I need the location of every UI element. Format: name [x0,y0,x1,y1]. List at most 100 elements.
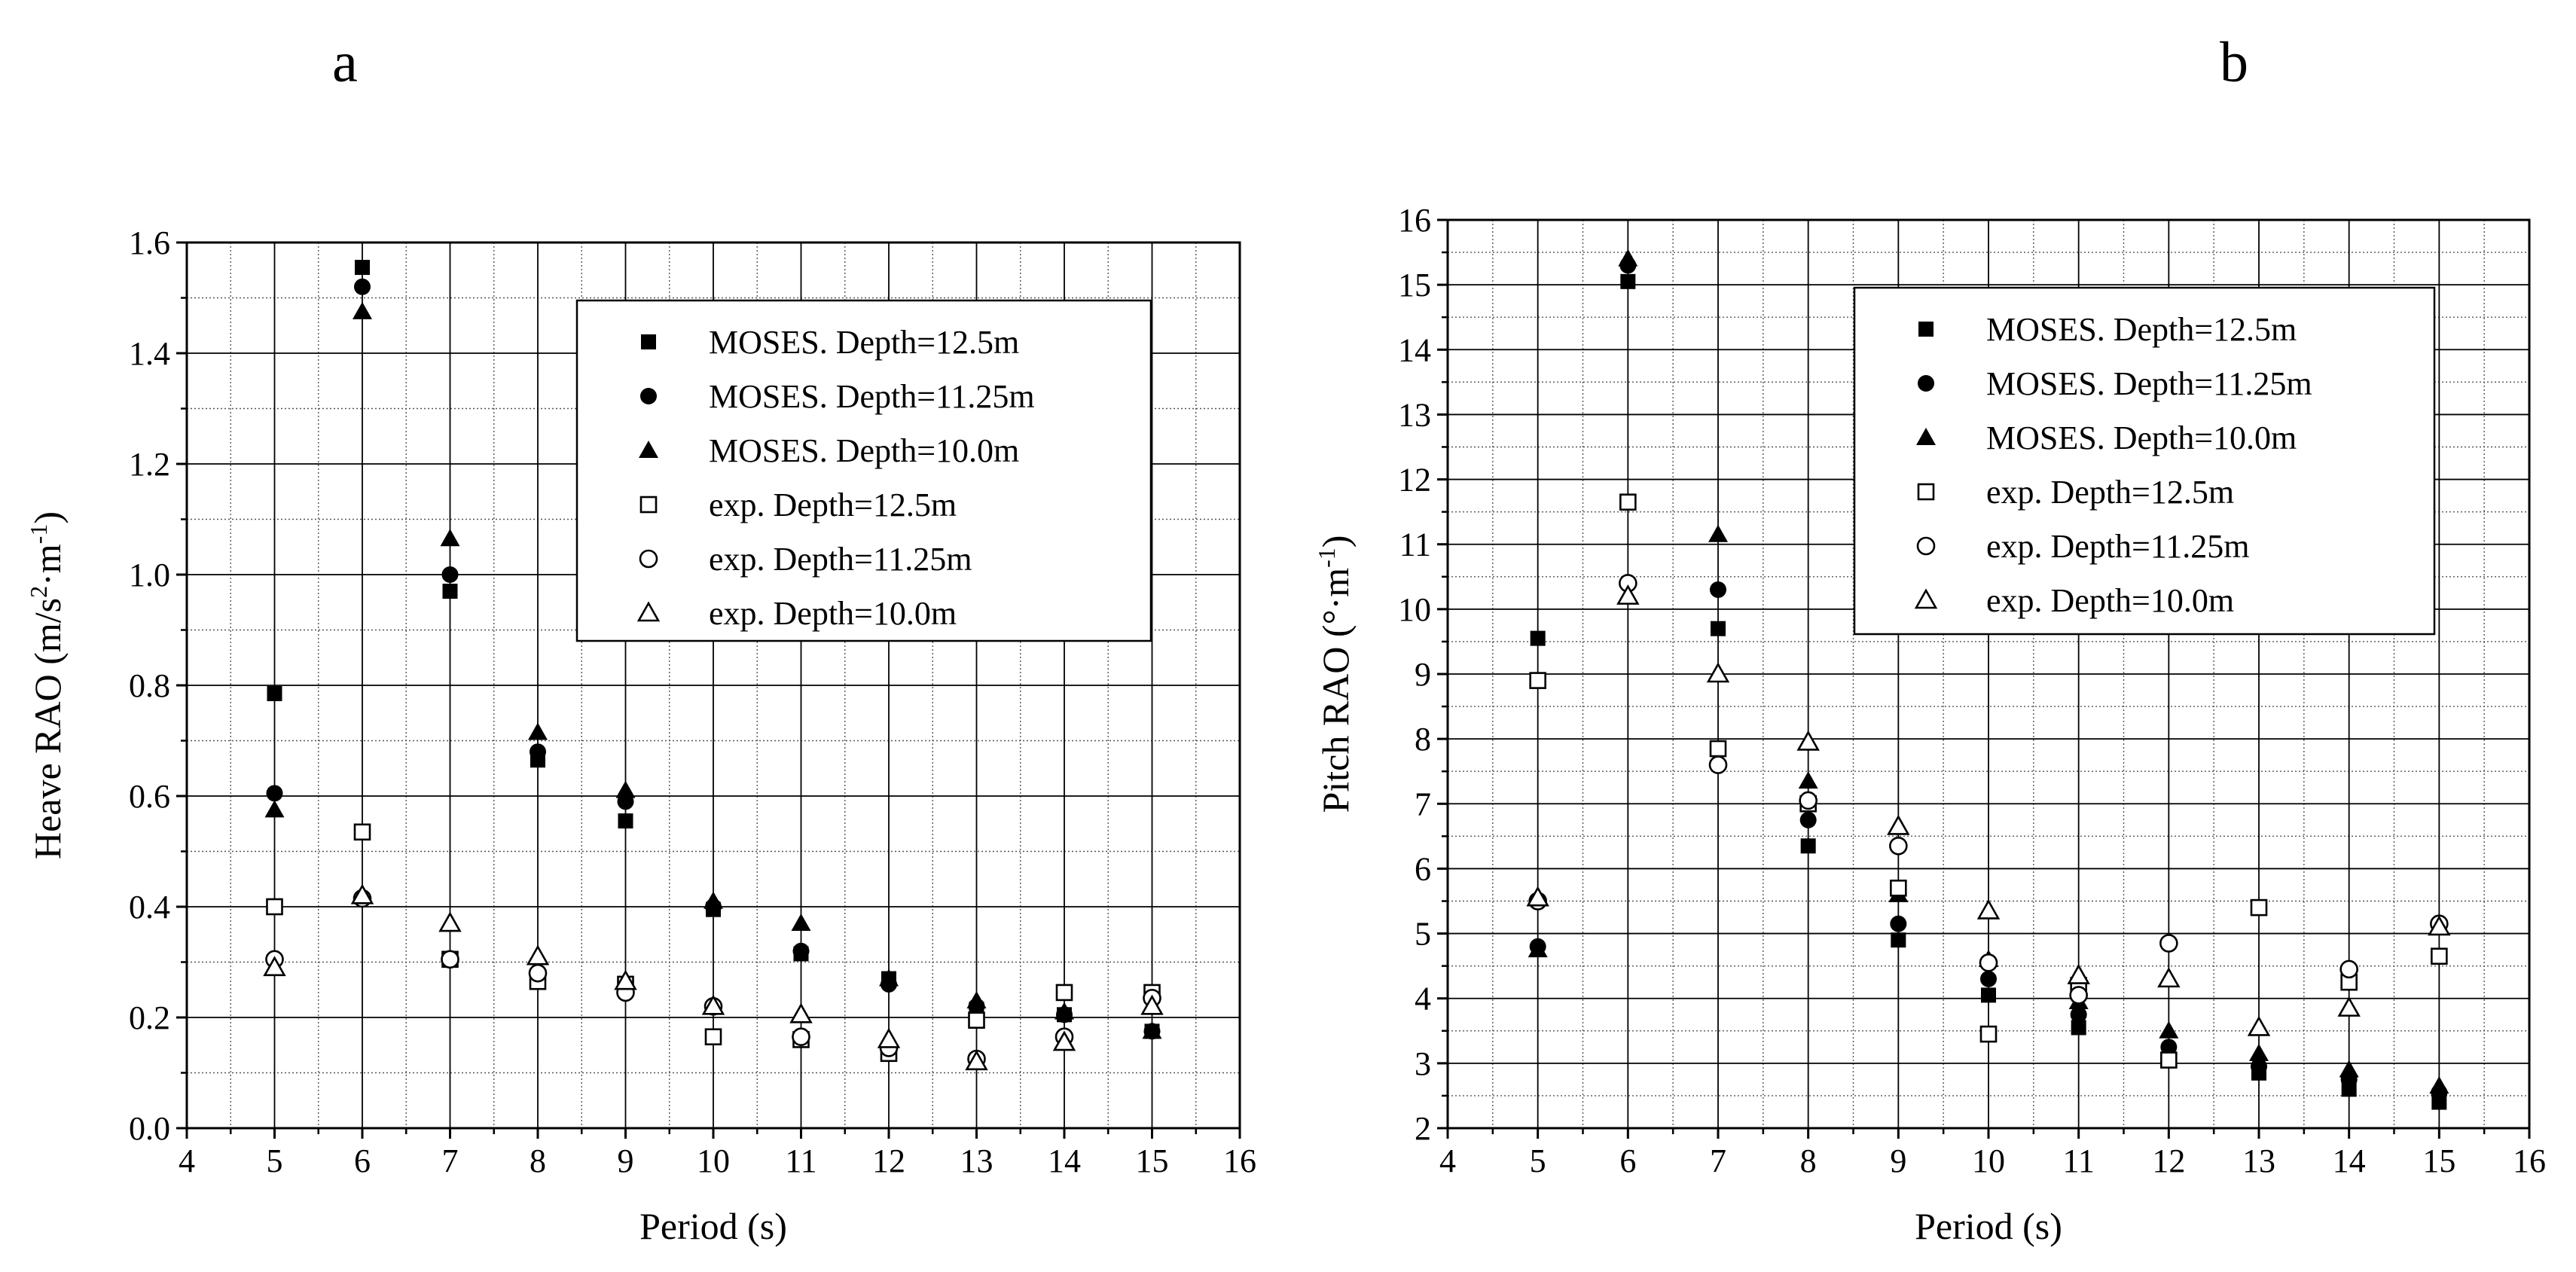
data-point [1706,662,1730,683]
data-point [614,969,637,990]
data-point [1710,581,1726,599]
y-tick-label: 1.6 [129,224,170,261]
legend-marker [1917,483,1935,501]
x-tick-label: 13 [2242,1142,2275,1179]
data-point [2247,1015,2271,1036]
legend-label: exp. Depth=11.25m [1986,528,2249,565]
data-point [792,942,810,959]
data-point [355,260,370,276]
y-tick-label: 6 [1415,850,1431,887]
chart-panel-a: a 4 5 6 7 8 9 10 11 12 13 14 15 16 0.0 0.2 0.4 0.6 0.8 1.0 1… [25,31,1256,1247]
legend-label: exp. Depth=10.0m [709,595,957,632]
data-point [266,785,283,802]
data-point [966,990,987,1008]
data-point [701,994,725,1015]
data-point [789,1002,813,1023]
y-axis-label-part: ) [26,511,69,524]
legend-label: MOSES. Depth=11.25m [709,378,1035,415]
legend-marker [641,334,656,349]
data-point [2251,1058,2267,1075]
data-point [1887,814,1910,835]
panel-label: b [2220,31,2248,94]
data-point [1142,1021,1162,1039]
legend-box [1853,286,2436,636]
data-point [1619,493,1637,511]
legend-marker [639,549,658,569]
data-point [1620,273,1636,289]
legend-marker [1918,322,1934,337]
data-point [441,566,459,583]
legend-label: exp. Depth=12.5m [709,487,957,523]
y-tick-label: 13 [1398,396,1431,433]
data-point [1976,898,2001,920]
x-tick-label: 15 [1136,1142,1169,1179]
legend-marker [640,388,657,404]
data-point [1708,755,1728,774]
data-point [2431,947,2448,965]
data-point [354,278,371,295]
legend-label: MOSES. Depth=10.0m [1986,419,2297,456]
y-tick-label: 0.2 [129,999,170,1036]
x-tick-label: 6 [1619,1142,1636,1179]
data-point [526,944,550,965]
x-tick-label: 8 [530,1142,546,1179]
data-point [2159,1020,2179,1039]
data-point [2069,986,2088,1005]
y-tick-label: 15 [1398,267,1431,304]
legend-label: exp. Depth=12.5m [1986,474,2234,511]
legend-label: MOSES. Depth=11.25m [1986,365,2312,402]
data-point [1979,1025,1998,1043]
data-point [2070,1006,2087,1023]
data-point [1799,791,1818,810]
x-tick-label: 4 [179,1142,195,1179]
x-tick-label: 13 [960,1142,993,1179]
y-tick-label: 0.0 [129,1110,170,1147]
legend-label: exp. Depth=10.0m [1986,582,2234,619]
data-point [442,584,458,599]
data-point [615,780,636,798]
y-tick-label: 0.8 [129,667,170,704]
data-point [350,883,374,904]
data-point [353,301,372,319]
y-tick-label: 3 [1415,1045,1431,1082]
data-point [1709,740,1727,758]
data-point [530,743,546,761]
x-tick-label: 12 [872,1142,905,1179]
y-tick-label: 10 [1398,591,1431,628]
data-point [1708,524,1728,542]
data-point [1526,886,1549,907]
data-point [1890,879,1907,897]
data-point [2071,1020,2086,1036]
data-point [2339,959,2358,979]
data-point [266,898,283,916]
data-point [1530,630,1546,646]
data-point [2160,1039,2178,1056]
data-point [1980,970,1997,987]
y-tick-label: 4 [1415,981,1431,1017]
y-tick-label: 11 [1399,526,1431,563]
data-point [1890,915,1907,932]
x-axis-label: Period (s) [639,1205,787,1247]
series-5 [1528,574,2449,1005]
y-axis-label-part: Pitch RAO (°·m [1314,568,1357,813]
y-tick-label: 0.4 [129,889,170,926]
y-tick-label: 9 [1415,656,1431,693]
data-point [2159,934,2178,953]
x-tick-label: 11 [785,1142,816,1179]
y-axis-label-superscript: -1 [1313,548,1340,568]
data-point [1616,584,1640,605]
data-point [1979,953,1998,972]
x-tick-label: 14 [2333,1142,2366,1179]
panel-label: a [332,31,358,94]
x-tick-label: 5 [1530,1142,1546,1179]
legend-label: exp. Depth=11.25m [709,541,972,578]
y-tick-label: 14 [1398,331,1431,368]
legend-label: MOSES. Depth=10.0m [709,432,1019,469]
data-point [704,891,723,909]
legend-marker [639,441,658,458]
data-point [1055,984,1073,1002]
data-point [440,529,460,547]
x-tick-label: 10 [697,1142,730,1179]
data-point [1796,730,1820,751]
data-point [263,956,286,977]
